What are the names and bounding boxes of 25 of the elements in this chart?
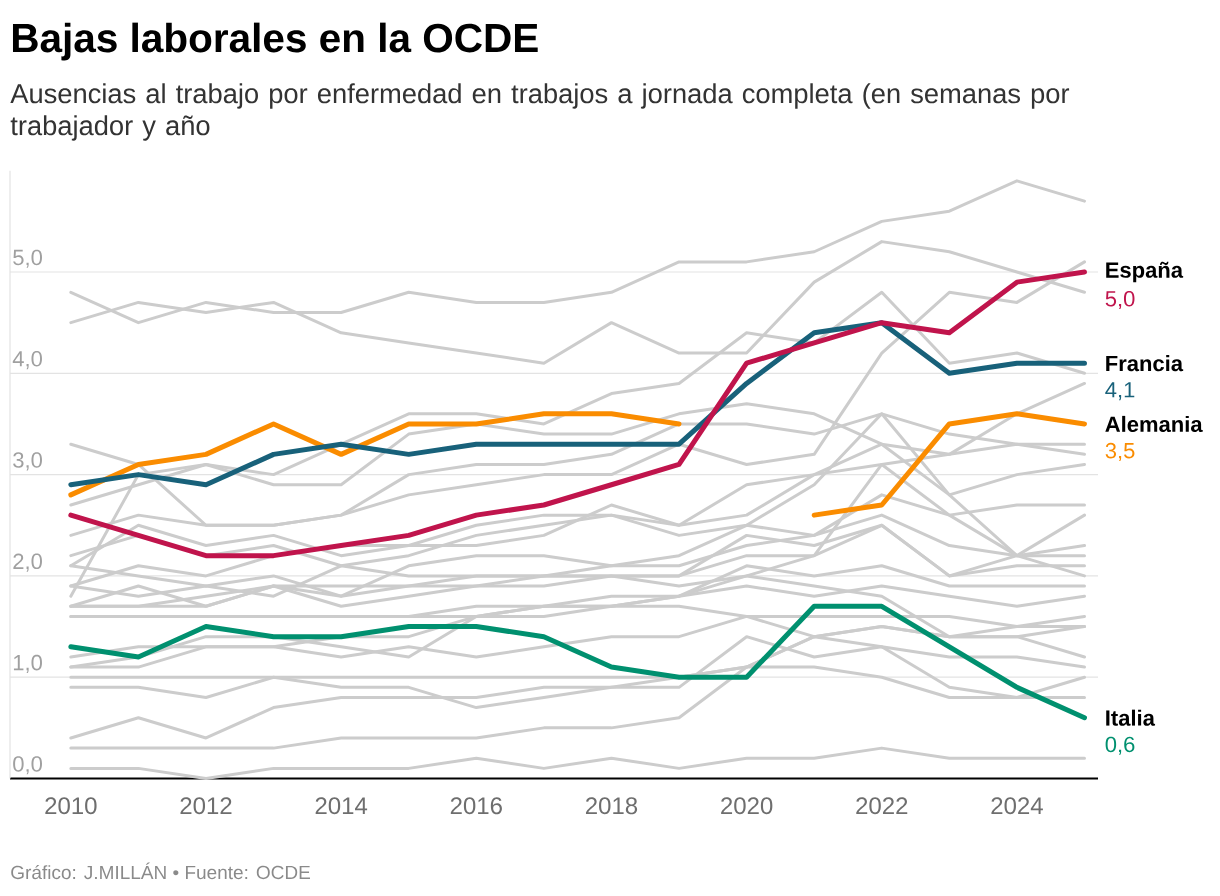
chart-title: Bajas laborales en la OCDE — [12, 22, 538, 61]
data-label: 5,0 — [1105, 290, 1135, 310]
x-tick-label: 2014 — [315, 797, 368, 815]
series-label: Italia — [1106, 709, 1156, 726]
data-label: 4,1 — [1105, 382, 1135, 401]
y-tick-label: 3,0 — [13, 452, 42, 471]
x-tick-label: 2016 — [450, 797, 502, 815]
x-tick-label: 2012 — [180, 797, 232, 815]
x-tick-label: 2020 — [721, 797, 773, 815]
series-label: Francia — [1106, 355, 1184, 372]
x-tick-label: 2022 — [856, 797, 908, 815]
y-tick-label: 0,0 — [13, 756, 42, 775]
data-label: 3,5 — [1105, 442, 1135, 462]
y-tick-label: 1,0 — [13, 654, 42, 674]
y-tick-label: 4,0 — [12, 350, 42, 370]
y-tick-label: 5,0 — [13, 249, 42, 268]
data-label: 0,6 — [1105, 736, 1135, 755]
series-label: Alemania — [1105, 415, 1203, 433]
x-tick-label: 2024 — [991, 797, 1043, 815]
x-tick-label: 2010 — [45, 797, 97, 815]
x-tick-label: 2018 — [585, 797, 638, 815]
series-label: España — [1106, 261, 1184, 283]
text: Gráfico: J.MILLÁN • Fuente: OCDE — [11, 862, 310, 880]
y-tick-label: 2,0 — [13, 553, 42, 572]
chart-subtitle: Ausencias al trabajo por enfermedad en trabajos a jornada completa (en semanas por trabajador y año — [10, 83, 1070, 141]
